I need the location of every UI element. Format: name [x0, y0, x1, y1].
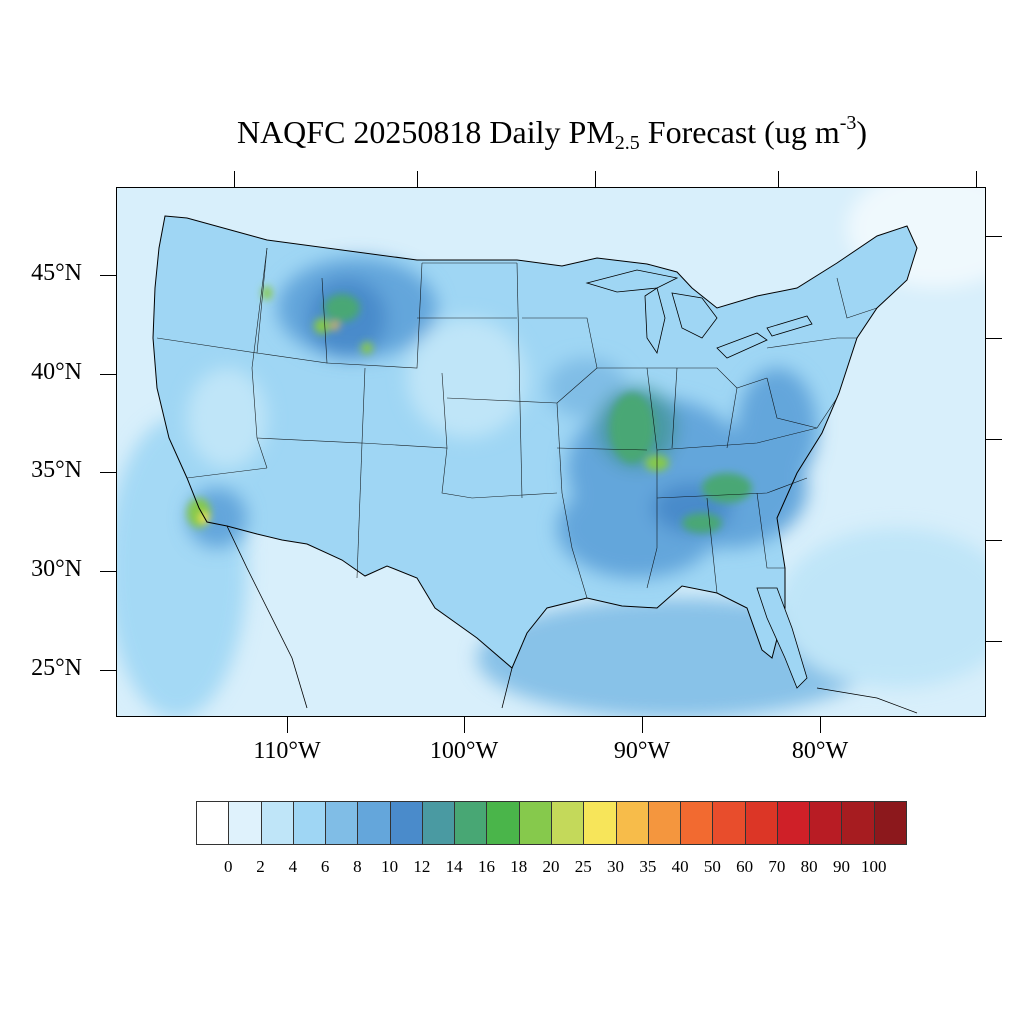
colorbar-label: 100 [860, 857, 887, 876]
colorbar-label: 40 [671, 857, 689, 876]
bottom-tick [464, 717, 465, 733]
colorbar-label: 6 [320, 857, 330, 876]
colorbar-swatch [292, 801, 327, 845]
colorbar-label: 50 [703, 857, 721, 876]
mexico-gulf-coast [501, 667, 513, 709]
lat-label: 35°N [31, 457, 82, 483]
colorbar-label: 60 [736, 857, 754, 876]
colorbar-swatch [196, 801, 230, 845]
right-tick [986, 236, 1002, 237]
colorbar-label: 70 [768, 857, 786, 876]
colorbar-swatch [615, 801, 649, 845]
title-mid: Forecast (ug m [639, 114, 840, 150]
top-tick [595, 171, 596, 187]
baja-coastline [226, 525, 308, 709]
left-tick [100, 670, 116, 671]
colorbar-swatch [583, 801, 617, 845]
colorbar-label: 30 [607, 857, 625, 876]
colorbar-swatch [325, 801, 359, 845]
lat-label: 30°N [31, 556, 82, 582]
right-tick [986, 641, 1002, 642]
colorbar-label: 90 [832, 857, 850, 876]
colorbar-swatch [776, 801, 811, 845]
colorbar-label: 25 [574, 857, 592, 876]
colorbar-label: 0 [224, 857, 233, 876]
lon-label: 100°W [429, 738, 499, 764]
colorbar-swatch [744, 801, 778, 845]
colorbar-swatch [809, 801, 843, 845]
colorbar-swatch [551, 801, 585, 845]
colorbar-label: 20 [542, 857, 560, 876]
colorbar-label: 4 [288, 857, 298, 876]
title-subscript: 2.5 [614, 132, 640, 154]
colorbar-label: 80 [800, 857, 818, 876]
colorbar-label: 35 [639, 857, 657, 876]
colorbar-swatch [260, 801, 294, 845]
colorbar-label: 2 [256, 857, 265, 876]
right-tick [986, 540, 1002, 541]
bottom-tick [820, 717, 821, 733]
colorbar-swatch [873, 801, 907, 845]
lon-label: 80°W [791, 738, 849, 764]
left-tick [100, 275, 116, 276]
colorbar-swatch [228, 801, 262, 845]
lat-label: 45°N [31, 260, 82, 286]
bottom-tick [287, 717, 288, 733]
colorbar-swatch [712, 801, 746, 845]
colorbar-swatch [357, 801, 391, 845]
left-tick [100, 374, 116, 375]
state-boundaries [156, 247, 878, 599]
top-tick [234, 171, 235, 187]
left-tick [100, 571, 116, 572]
chart-title: NAQFC 20250818 Daily PM2.5 Forecast (ug … [0, 112, 1024, 155]
colorbar-label: 16 [477, 857, 495, 876]
lat-label: 40°N [31, 359, 82, 385]
florida [756, 587, 808, 689]
top-tick [417, 171, 418, 187]
left-tick [100, 472, 116, 473]
bottom-tick [642, 717, 643, 733]
top-tick [976, 171, 977, 187]
lon-label: 110°W [253, 738, 321, 764]
colorbar-swatch [454, 801, 488, 845]
cuba [816, 687, 918, 714]
colorbar-label: 8 [353, 857, 362, 876]
map-panel [116, 187, 986, 717]
lat-label: 25°N [31, 655, 82, 681]
lon-label: 90°W [613, 738, 671, 764]
coastline [152, 215, 918, 669]
right-tick [986, 338, 1002, 339]
map-svg [117, 188, 985, 716]
colorbar-swatch [486, 801, 520, 845]
colorbar-swatch [680, 801, 714, 845]
top-tick [778, 171, 779, 187]
colorbar-swatch [841, 801, 875, 845]
colorbar-label: 14 [445, 857, 463, 876]
colorbar-swatch [647, 801, 682, 845]
colorbar-swatch [421, 801, 456, 845]
colorbar-swatch [518, 801, 552, 845]
colorbar-label: 10 [381, 857, 399, 876]
colorbar-label: 12 [413, 857, 431, 876]
colorbar-label: 18 [510, 857, 528, 876]
pm25-hotspots [187, 286, 752, 533]
title-suffix: ) [856, 114, 868, 150]
title-superscript: -3 [839, 112, 857, 134]
colorbar-swatch [389, 801, 423, 845]
title-prefix: NAQFC 20250818 Daily PM [236, 114, 615, 150]
great-lakes [585, 269, 813, 359]
right-tick [986, 439, 1002, 440]
